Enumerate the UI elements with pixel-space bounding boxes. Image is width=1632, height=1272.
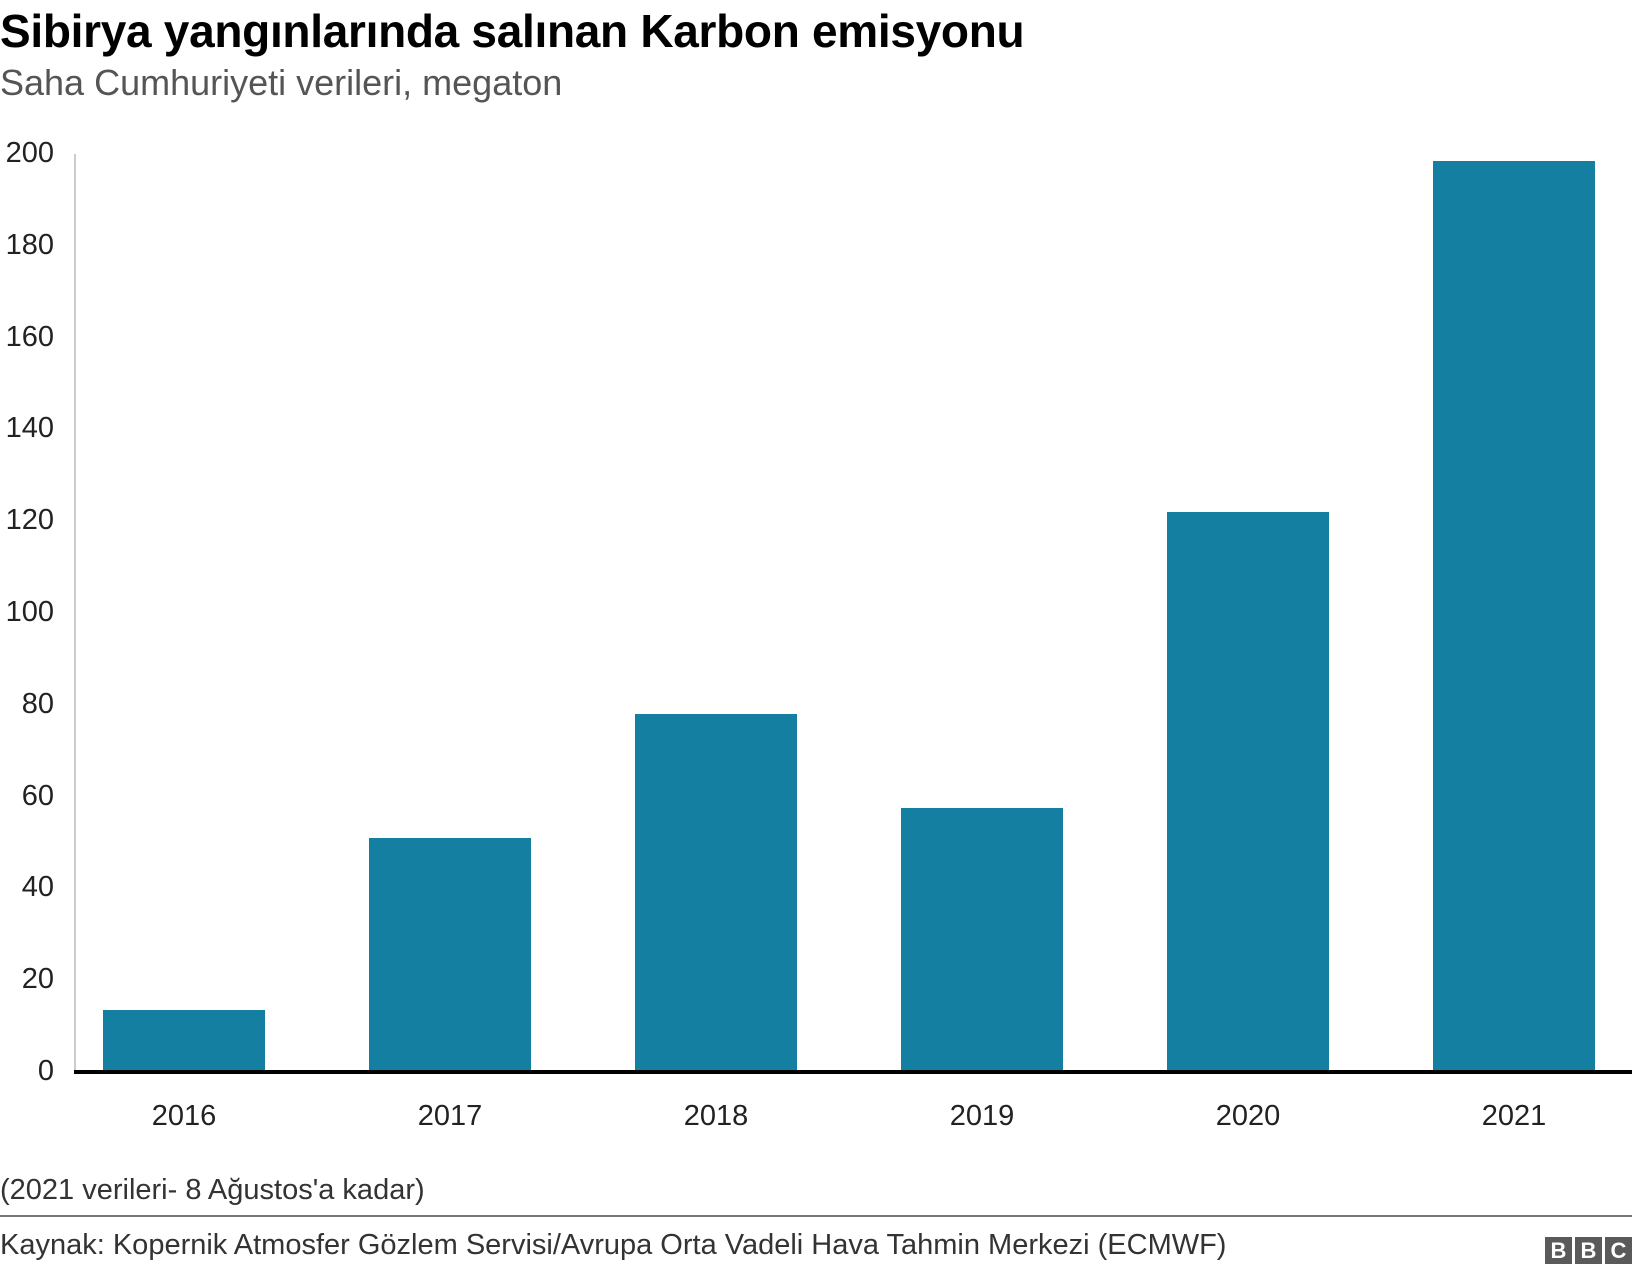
bar-2016	[103, 1010, 265, 1072]
footer-divider	[0, 1215, 1632, 1217]
x-tick-label: 2020	[1215, 1100, 1281, 1132]
bbc-logo: B B C	[1545, 1237, 1632, 1264]
bar-2020	[1167, 512, 1329, 1072]
bar-2019	[901, 808, 1063, 1072]
y-tick-label: 20	[21, 963, 54, 996]
x-tick-label: 2018	[683, 1100, 749, 1132]
y-tick-label: 60	[21, 779, 54, 812]
chart-title: Sibirya yangınlarında salınan Karbon emi…	[0, 5, 1025, 57]
chart-subtitle: Saha Cumhuriyeti verileri, megaton	[0, 62, 563, 103]
x-tick-label: 2017	[417, 1100, 483, 1132]
footnote: (2021 verileri- 8 Ağustos'a kadar)	[0, 1174, 425, 1206]
y-tick-label: 200	[5, 137, 54, 169]
y-tick-label: 140	[5, 412, 54, 445]
y-tick-label: 40	[21, 871, 54, 904]
bbc-logo-letter: B	[1575, 1237, 1602, 1264]
y-axis-line	[74, 154, 76, 1072]
y-tick-label: 160	[5, 320, 54, 353]
bar-2021	[1433, 160, 1595, 1072]
bbc-logo-letter: B	[1545, 1237, 1572, 1264]
bar-2017	[369, 837, 531, 1072]
y-tick-label: 120	[5, 504, 54, 537]
y-tick-label: 180	[5, 228, 54, 261]
source-text: Kaynak: Kopernik Atmosfer Gözlem Servisi…	[0, 1229, 1227, 1261]
x-axis-baseline	[74, 1070, 1632, 1074]
bar-2018	[635, 713, 797, 1072]
y-tick-label: 0	[37, 1055, 54, 1087]
y-tick-label: 100	[5, 596, 54, 628]
y-tick-label: 80	[21, 687, 54, 720]
x-tick-label: 2019	[949, 1100, 1015, 1132]
x-tick-label: 2016	[151, 1100, 217, 1132]
bbc-logo-letter: C	[1605, 1237, 1632, 1264]
x-tick-label: 2021	[1481, 1100, 1547, 1132]
